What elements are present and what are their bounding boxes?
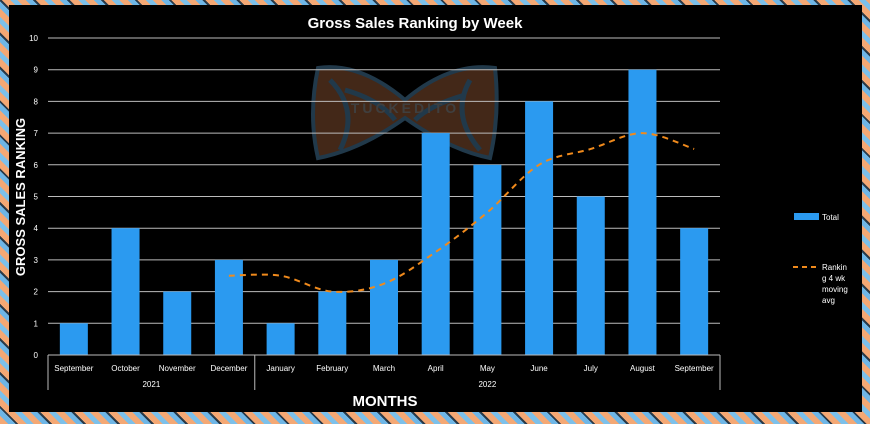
x-tick-label: January (266, 364, 294, 373)
x-tick-label: August (630, 364, 656, 373)
y-tick-label: 5 (34, 193, 39, 202)
x-tick-label: October (111, 364, 140, 373)
bar-august (628, 69, 657, 355)
x-tick-label: July (584, 364, 598, 373)
legend: Total Rankin g 4 wk moving avg (793, 213, 848, 305)
bar-may (473, 164, 502, 355)
legend-label-total: Total (822, 213, 839, 222)
bar-june (525, 101, 554, 356)
x-tick-label: March (373, 364, 395, 373)
bar-february (318, 291, 347, 355)
y-axis-title: GROSS SALES RANKING (13, 118, 28, 276)
x-tick-label: December (210, 364, 247, 373)
y-tick-label: 2 (34, 288, 39, 297)
x-tick-label: November (159, 364, 196, 373)
bar-july (576, 196, 605, 355)
x-tick-label: September (54, 364, 93, 373)
bowtie-logo-watermark: TUCKEDITO (311, 65, 499, 161)
legend-label-moving-avg: Rankin g 4 wk moving avg (822, 263, 848, 305)
bar-september (59, 323, 88, 355)
year-label: 2022 (478, 380, 496, 389)
bar-september (680, 228, 709, 355)
bar-december (214, 259, 243, 355)
x-tick-label: February (316, 364, 348, 373)
moving-average-line (228, 132, 695, 293)
y-tick-label: 9 (34, 66, 39, 75)
year-label: 2021 (142, 380, 160, 389)
legend-swatch-total (794, 213, 819, 220)
watermark-text: TUCKEDITO (351, 100, 459, 116)
bar-november (163, 291, 192, 355)
y-tick-label: 1 (34, 319, 39, 328)
bar-april (421, 133, 450, 355)
bar-january (266, 323, 295, 355)
y-tick-label: 4 (34, 224, 39, 233)
y-tick-label: 3 (34, 256, 39, 265)
x-tick-label: May (480, 364, 495, 373)
x-tick-label: April (428, 364, 444, 373)
x-tick-label: June (530, 364, 548, 373)
y-tick-label: 8 (34, 97, 39, 106)
y-tick-label: 7 (34, 129, 39, 138)
bar-march (370, 259, 398, 355)
x-tick-label: September (675, 364, 714, 373)
y-tick-label: 0 (34, 351, 39, 360)
x-axis-title: MONTHS (353, 393, 418, 410)
y-tick-label: 10 (29, 34, 38, 43)
bar-october (111, 228, 140, 355)
y-tick-label: 6 (34, 161, 39, 170)
chart-title: Gross Sales Ranking by Week (308, 15, 523, 32)
